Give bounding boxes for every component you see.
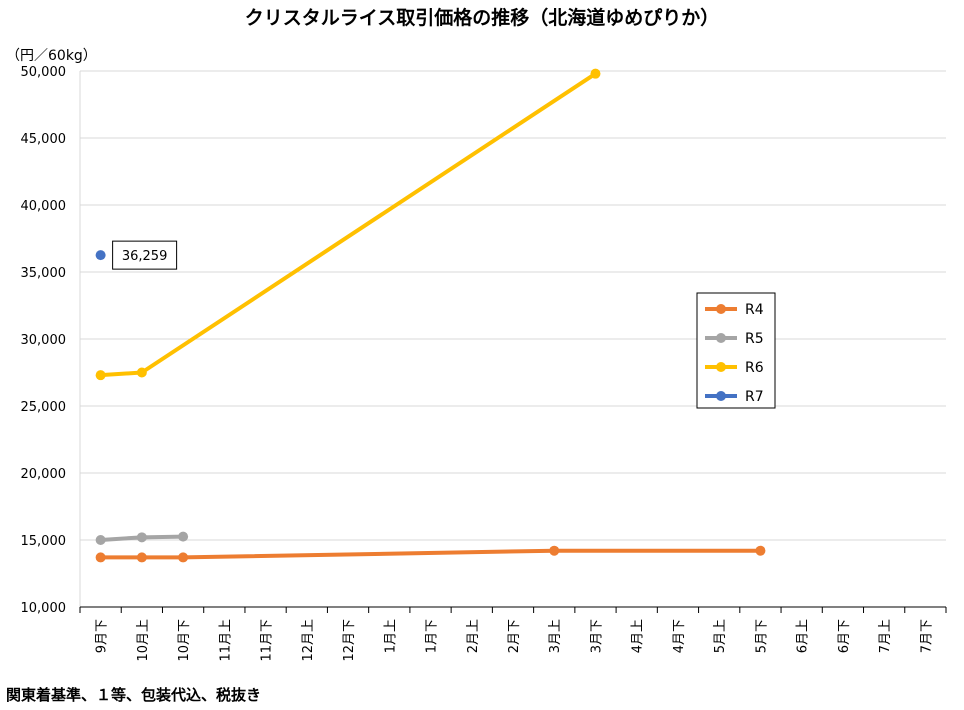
legend-marker-r6 bbox=[716, 362, 726, 372]
y-tick-label: 15,000 bbox=[21, 534, 67, 549]
data-point-r4 bbox=[95, 552, 106, 563]
legend-marker-r4 bbox=[716, 304, 726, 314]
x-tick-label: 2月下 bbox=[507, 619, 522, 653]
footnote: 関東着基準、１等、包装代込、税抜き bbox=[6, 686, 262, 704]
x-tick-label: 5月下 bbox=[754, 619, 769, 653]
data-point-r5 bbox=[95, 535, 106, 545]
data-point-r5 bbox=[136, 532, 147, 543]
legend-marker-r5 bbox=[716, 333, 726, 343]
data-point-r4 bbox=[136, 552, 147, 563]
x-tick-label: 7月上 bbox=[878, 619, 893, 653]
data-point-r7 bbox=[95, 250, 106, 261]
series-group bbox=[95, 68, 766, 563]
legend-label-r7: R7 bbox=[745, 389, 764, 405]
x-tick-label: 1月下 bbox=[425, 619, 440, 653]
gridlines bbox=[80, 70, 946, 608]
data-point-r5 bbox=[178, 531, 189, 542]
x-tick-label: 9月下 bbox=[95, 619, 110, 653]
legend-box bbox=[696, 292, 776, 409]
x-tick-label: 3月下 bbox=[589, 619, 604, 653]
y-tick-label: 40,000 bbox=[21, 199, 67, 214]
legend-marker-r7 bbox=[716, 391, 726, 401]
data-point-r4 bbox=[178, 552, 189, 563]
x-tick-label: 4月下 bbox=[672, 619, 687, 653]
x-tick-label: 4月上 bbox=[631, 619, 646, 653]
y-axis-unit-label: （円／60kg） bbox=[6, 48, 97, 64]
y-tick-label: 45,000 bbox=[21, 132, 67, 147]
x-tick-label: 10月上 bbox=[136, 619, 151, 662]
x-tick-label: 1月上 bbox=[383, 619, 398, 653]
series-line-r4 bbox=[98, 548, 763, 560]
data-labels: 36,259 bbox=[112, 240, 178, 270]
x-tick-label: 11月上 bbox=[218, 619, 233, 662]
x-tick-label: 6月下 bbox=[837, 619, 852, 653]
data-label: 36,259 bbox=[122, 249, 168, 264]
data-point-r6 bbox=[590, 68, 601, 79]
x-tick-label: 5月上 bbox=[713, 619, 728, 653]
x-tick-label: 2月上 bbox=[466, 619, 481, 653]
y-tick-label: 30,000 bbox=[21, 333, 67, 348]
data-point-r4 bbox=[549, 545, 560, 556]
legend: R4 R5 R6 R7 bbox=[696, 292, 776, 409]
x-tick-label: 3月上 bbox=[548, 619, 563, 653]
y-tick-label: 25,000 bbox=[21, 400, 67, 415]
x-axis: 9月下 10月上 10月下 11月上 11月下 12月上 12月下 1月上 1月下 2月上 2月下 3… bbox=[79, 71, 947, 662]
x-tick-label: 12月下 bbox=[342, 619, 357, 662]
x-tick-label: 7月下 bbox=[919, 619, 934, 653]
y-axis-ticks: 10,000 15,000 20,000 25,000 30,000 35,000 40,0… bbox=[21, 65, 67, 616]
y-tick-label: 20,000 bbox=[21, 467, 67, 482]
chart-title: クリスタルライス取引価格の推移（北海道ゆめぴりか） bbox=[245, 6, 719, 29]
y-tick-label: 50,000 bbox=[21, 65, 67, 80]
x-tick-label: 10月下 bbox=[177, 619, 192, 662]
data-point-r6 bbox=[95, 370, 106, 381]
y-tick-label: 35,000 bbox=[21, 266, 67, 281]
legend-label-r5: R5 bbox=[745, 331, 764, 347]
x-tick-label: 11月下 bbox=[260, 619, 275, 662]
legend-label-r4: R4 bbox=[745, 302, 764, 318]
data-label-box bbox=[112, 240, 178, 270]
y-tick-label: 10,000 bbox=[21, 601, 67, 616]
x-tick-label: 12月上 bbox=[301, 619, 316, 662]
data-point-r4 bbox=[755, 545, 766, 556]
data-point-r6 bbox=[136, 367, 147, 378]
x-tick-label: 6月上 bbox=[796, 619, 811, 653]
series-line-r6 bbox=[98, 71, 598, 378]
legend-label-r6: R6 bbox=[745, 360, 764, 376]
